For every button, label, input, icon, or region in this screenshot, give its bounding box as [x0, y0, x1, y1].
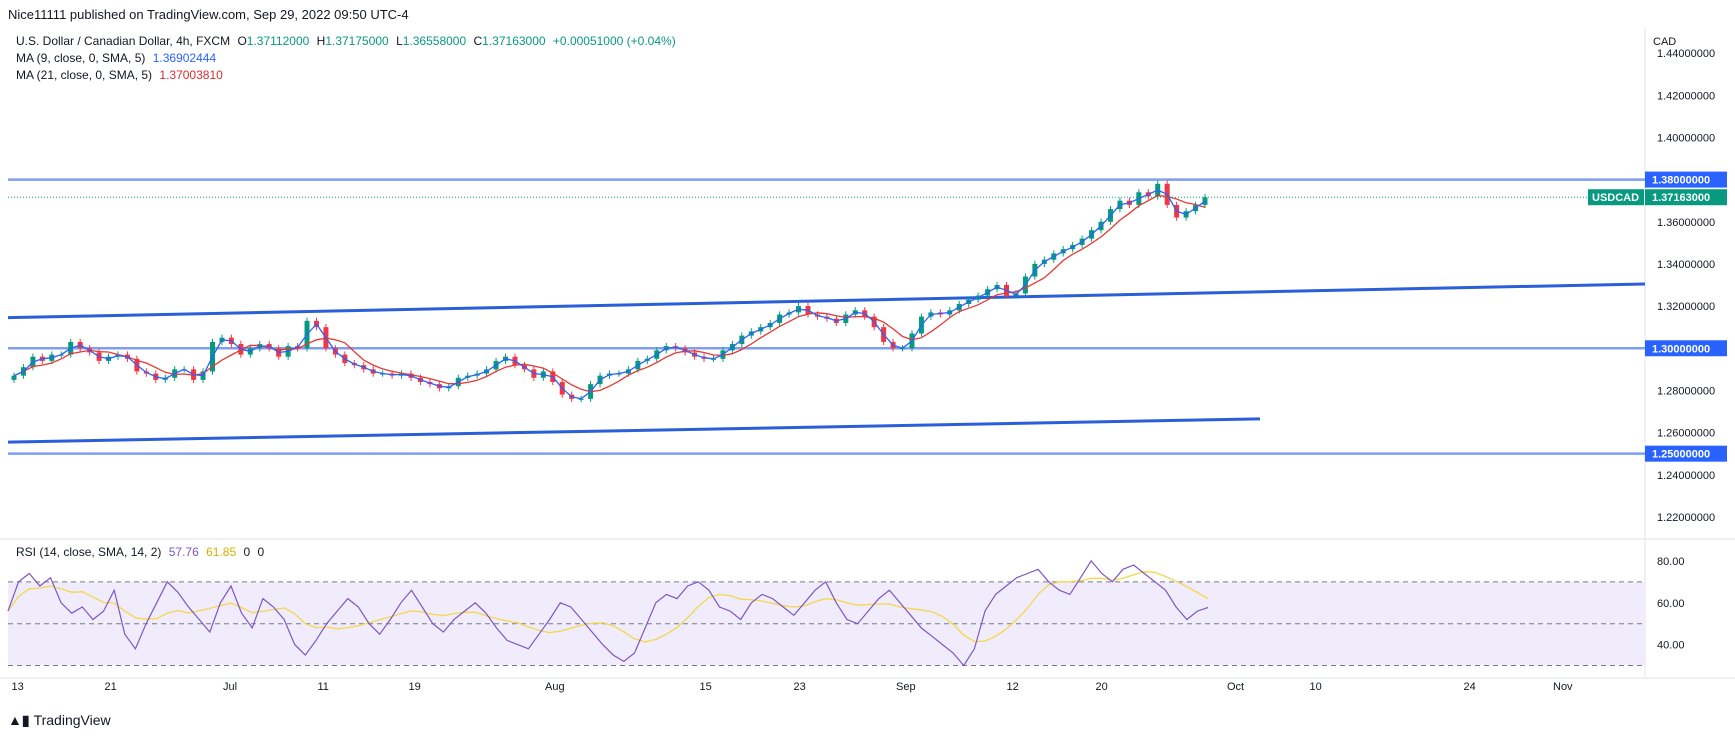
price-tick-label: 1.32000000: [1657, 301, 1715, 313]
rsi-zero-2: 0: [257, 545, 265, 559]
rsi-legend[interactable]: RSI (14, close, SMA, 14, 2) 57.76 61.85 …: [16, 545, 264, 559]
time-tick-label: 10: [1310, 681, 1322, 693]
ma9-value: 1.36902444: [152, 51, 217, 65]
time-tick-label: Aug: [545, 681, 565, 693]
time-tick-label: Sep: [896, 681, 916, 693]
symbol-tag-label: USDCAD: [1592, 192, 1639, 204]
candle-body[interactable]: [1202, 197, 1208, 205]
time-tick-label: 13: [12, 681, 24, 693]
time-tick-label: 21: [105, 681, 117, 693]
rsi-ma-value: 61.85: [206, 545, 237, 559]
time-tick-label: 11: [318, 681, 329, 693]
level-price-label: 1.38000000: [1652, 175, 1710, 187]
change-value: +0.00051000 (+0.04%): [552, 34, 676, 48]
rsi-ma-line: [7, 571, 1209, 643]
rsi-tick-label: 60.00: [1657, 598, 1685, 610]
rsi-tick-label: 40.00: [1657, 640, 1685, 652]
time-tick-label: 19: [409, 681, 421, 693]
close-label: C: [473, 34, 483, 48]
price-tick-label: 1.44000000: [1657, 48, 1715, 60]
price-tick-label: 1.24000000: [1657, 470, 1715, 482]
high-label: H: [316, 34, 326, 48]
time-tick-label: 24: [1464, 681, 1476, 693]
rsi-label: RSI (14, close, SMA, 14, 2): [16, 545, 162, 559]
high-value: 1.37175000: [325, 34, 389, 48]
tradingview-logo-icon: ▲▮: [8, 712, 30, 728]
price-tick-label: 1.28000000: [1657, 385, 1715, 397]
price-tick-label: 1.42000000: [1657, 90, 1715, 102]
candle-body[interactable]: [11, 375, 17, 380]
rsi-line: [7, 559, 1209, 667]
low-value: 1.36558000: [402, 34, 467, 48]
time-tick-label: Jul: [223, 681, 237, 693]
level-price-label: 1.25000000: [1652, 449, 1710, 461]
level-price-label: 1.30000000: [1652, 343, 1710, 355]
level-price-tag: [1645, 445, 1727, 462]
symbol-tag: [1588, 189, 1644, 206]
time-tick-label: Nov: [1553, 681, 1573, 693]
last-price-label: 1.37163000: [1652, 192, 1710, 204]
ma9-legend[interactable]: MA (9, close, 0, SMA, 5) 1.36902444: [16, 51, 216, 65]
upper-channel-trendline[interactable]: [7, 282, 1646, 320]
header: Nice11111 published on TradingView.com, …: [0, 0, 1735, 28]
rsi-value: 57.76: [168, 545, 199, 559]
ma21-label: MA (21, close, 0, SMA, 5): [16, 68, 153, 82]
low-label: L: [396, 34, 403, 48]
price-tick-label: 1.34000000: [1657, 259, 1715, 271]
close-value: 1.37163000: [482, 34, 546, 48]
time-tick-label: 15: [700, 681, 712, 693]
ma21-value: 1.37003810: [159, 68, 223, 82]
time-tick-label: Oct: [1227, 681, 1244, 693]
open-value: 1.37112000: [246, 34, 310, 48]
symbol-line: U.S. Dollar / Canadian Dollar, 4h, FXCM: [16, 34, 231, 48]
level-price-tag: [1645, 171, 1727, 188]
open-label: O: [237, 34, 247, 48]
ma9-label: MA (9, close, 0, SMA, 5): [16, 51, 146, 65]
price-tick-label: 1.36000000: [1657, 217, 1715, 229]
symbol-legend[interactable]: U.S. Dollar / Canadian Dollar, 4h, FXCM …: [16, 34, 676, 48]
lower-channel-trendline[interactable]: [7, 417, 1261, 444]
time-tick-label: 23: [794, 681, 806, 693]
price-tick-label: 1.22000000: [1657, 512, 1715, 524]
time-tick-label: 20: [1096, 681, 1108, 693]
rsi-zero-1: 0: [243, 545, 251, 559]
ma9-line: [13, 189, 1206, 400]
ma21-line: [13, 194, 1206, 393]
rsi-tick-label: 80.00: [1657, 556, 1685, 568]
price-tick-label: 1.40000000: [1657, 132, 1715, 144]
ma21-legend[interactable]: MA (21, close, 0, SMA, 5) 1.37003810: [16, 68, 223, 82]
currency-label: CAD: [1653, 36, 1676, 48]
level-price-tag: [1645, 340, 1727, 357]
brand-text: TradingView: [33, 712, 111, 728]
tradingview-brand[interactable]: ▲▮ TradingView: [8, 712, 111, 729]
time-tick-label: 12: [1007, 681, 1019, 693]
price-tick-label: 1.26000000: [1657, 428, 1715, 440]
last-price-tag: [1645, 189, 1727, 206]
published-text: Nice11111 published on TradingView.com, …: [8, 7, 409, 22]
